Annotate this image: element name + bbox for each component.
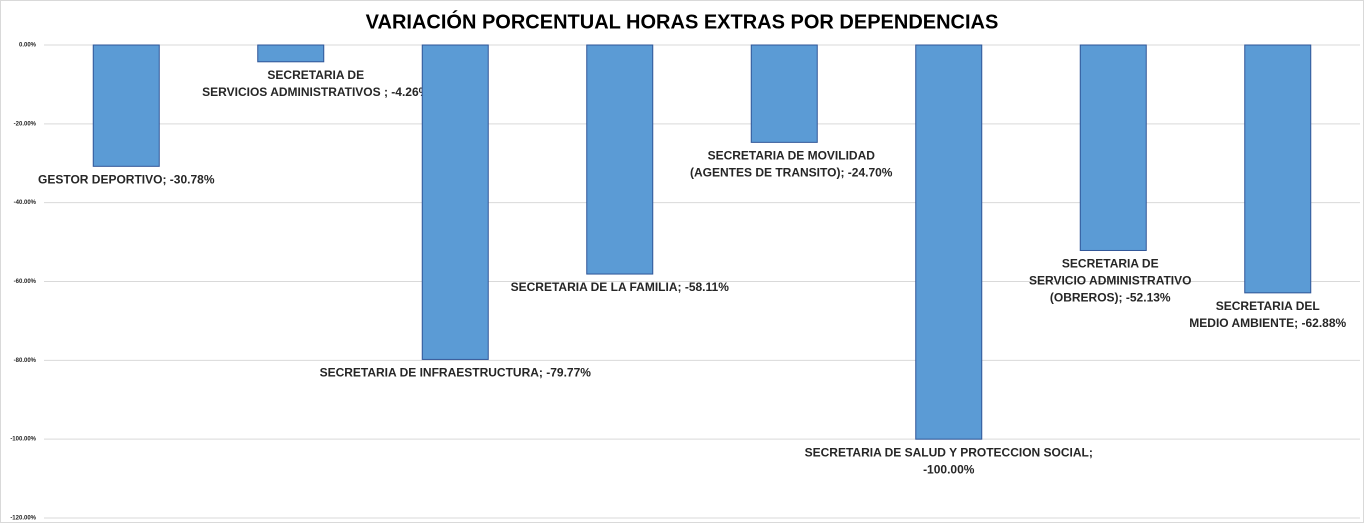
y-tick-label: -120.00%	[10, 516, 36, 522]
y-tick-label: -40.00%	[14, 200, 37, 206]
bar	[915, 44, 983, 440]
data-label: SECRETARIA DE LA FAMILIA; -58.11%	[511, 280, 730, 294]
bar	[257, 44, 325, 63]
data-label: GESTOR DEPORTIVO; -30.78%	[38, 172, 215, 186]
chart-title: VARIACIÓN PORCENTUAL HORAS EXTRAS POR DE…	[366, 9, 999, 33]
bar	[1244, 44, 1312, 294]
y-tick-label: 0.00%	[19, 43, 37, 49]
data-label: SECRETARIA DE INFRAESTRUCTURA; -79.77%	[320, 366, 592, 380]
data-label: -100.00%	[923, 462, 975, 476]
data-label: (AGENTES DE TRANSITO); -24.70%	[690, 166, 893, 180]
data-label: SECRETARIA DE MOVILIDAD	[708, 149, 876, 163]
data-label: SECRETARIA DE	[267, 68, 364, 82]
data-label: SERVICIOS ADMINISTRATIVOS ; -4.26%	[202, 85, 429, 99]
data-label: (OBREROS); -52.13%	[1050, 291, 1171, 305]
y-tick-label: -100.00%	[10, 437, 36, 443]
data-label: SECRETARIA DEL	[1216, 299, 1320, 313]
bar	[92, 44, 160, 167]
y-tick-label: -60.00%	[14, 279, 37, 285]
data-label: SECRETARIA DE	[1062, 257, 1159, 271]
bar	[750, 44, 818, 143]
bar	[1079, 44, 1147, 251]
bar	[421, 44, 489, 360]
data-label: MEDIO AMBIENTE; -62.88%	[1189, 316, 1346, 330]
bar	[586, 44, 654, 275]
y-tick-label: -20.00%	[14, 121, 37, 127]
y-tick-label: -80.00%	[14, 358, 37, 364]
data-label: SECRETARIA DE SALUD Y PROTECCION SOCIAL;	[805, 445, 1093, 459]
data-label: SERVICIO ADMINISTRATIVO	[1029, 274, 1191, 288]
